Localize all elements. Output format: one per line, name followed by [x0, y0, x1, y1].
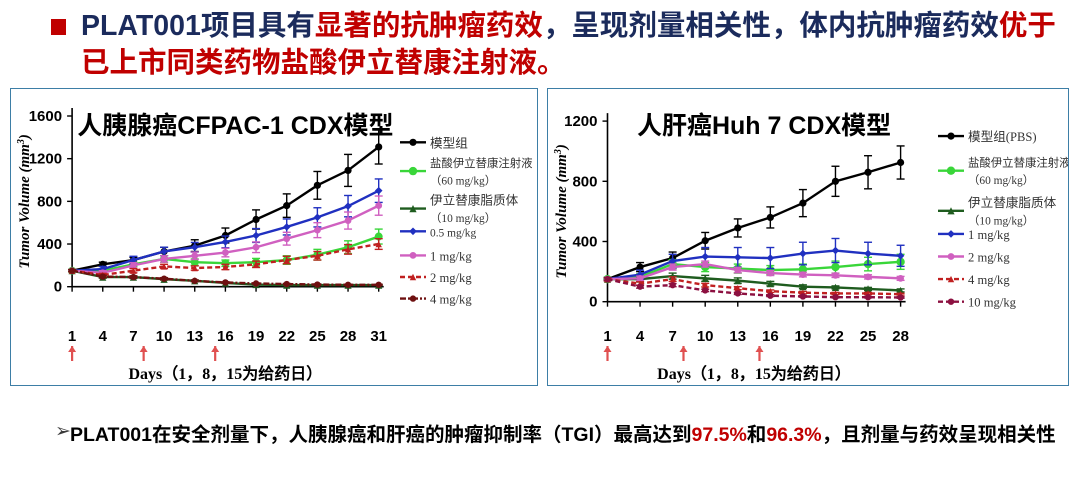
svg-text:1 mg/kg: 1 mg/kg	[430, 249, 472, 263]
svg-text:10: 10	[156, 328, 173, 345]
svg-text:31: 31	[370, 328, 387, 345]
svg-text:伊立替康脂质体: 伊立替康脂质体	[968, 195, 1057, 210]
svg-text:1: 1	[603, 328, 611, 345]
svg-text:19: 19	[795, 328, 812, 345]
svg-text:模型组(PBS): 模型组(PBS)	[968, 130, 1037, 144]
svg-text:Tumor Volume (mm3): Tumor Volume (mm3)	[16, 134, 34, 268]
svg-text:1600: 1600	[29, 108, 62, 125]
svg-text:（60 mg/kg）: （60 mg/kg）	[430, 175, 496, 188]
svg-text:1 mg/kg: 1 mg/kg	[968, 228, 1010, 242]
svg-text:4: 4	[636, 328, 645, 345]
svg-text:2 mg/kg: 2 mg/kg	[430, 271, 472, 285]
svg-text:28: 28	[340, 328, 357, 345]
svg-text:Days（1，8，15为给药日）: Days（1，8，15为给药日）	[129, 364, 323, 383]
svg-text:盐酸伊立替康注射液: 盐酸伊立替康注射液	[968, 156, 1069, 170]
svg-text:22: 22	[827, 328, 844, 345]
svg-text:13: 13	[729, 328, 746, 345]
svg-text:19: 19	[248, 328, 265, 345]
svg-text:7: 7	[668, 328, 676, 345]
svg-text:16: 16	[762, 328, 779, 345]
svg-text:22: 22	[278, 328, 295, 345]
svg-text:7: 7	[129, 328, 137, 345]
svg-text:13: 13	[186, 328, 203, 345]
svg-text:800: 800	[572, 173, 597, 190]
svg-text:人肝癌Huh 7 CDX模型: 人肝癌Huh 7 CDX模型	[637, 111, 891, 140]
svg-text:盐酸伊立替康注射液: 盐酸伊立替康注射液	[430, 156, 533, 170]
svg-text:0: 0	[54, 279, 62, 296]
svg-text:2 mg/kg: 2 mg/kg	[968, 251, 1010, 265]
svg-text:4 mg/kg: 4 mg/kg	[430, 293, 472, 307]
svg-text:1200: 1200	[29, 151, 62, 168]
svg-text:（10 mg/kg）: （10 mg/kg）	[968, 214, 1034, 227]
svg-text:4: 4	[99, 328, 108, 345]
svg-text:人胰腺癌CFPAC-1 CDX模型: 人胰腺癌CFPAC-1 CDX模型	[77, 111, 393, 140]
svg-text:28: 28	[892, 328, 909, 345]
svg-text:伊立替康脂质体: 伊立替康脂质体	[430, 193, 519, 208]
svg-text:400: 400	[37, 236, 62, 253]
svg-text:16: 16	[217, 328, 234, 345]
svg-text:1: 1	[68, 328, 76, 345]
svg-text:（10 mg/kg）: （10 mg/kg）	[430, 212, 496, 225]
svg-text:Tumor Volume (mm3): Tumor Volume (mm3)	[553, 144, 571, 278]
svg-text:模型组: 模型组	[430, 136, 468, 150]
svg-text:Days（1，8，15为给药日）: Days（1，8，15为给药日）	[657, 364, 851, 383]
svg-text:4 mg/kg: 4 mg/kg	[968, 273, 1010, 287]
svg-text:10 mg/kg: 10 mg/kg	[968, 296, 1017, 310]
svg-text:25: 25	[309, 328, 326, 345]
svg-text:1200: 1200	[564, 113, 597, 130]
svg-text:0: 0	[589, 294, 597, 311]
svg-text:800: 800	[37, 193, 62, 210]
svg-text:（60 mg/kg）: （60 mg/kg）	[968, 174, 1034, 187]
svg-text:10: 10	[697, 328, 714, 345]
svg-text:25: 25	[860, 328, 877, 345]
svg-text:400: 400	[572, 234, 597, 251]
svg-text:0.5 mg/kg: 0.5 mg/kg	[430, 227, 477, 239]
